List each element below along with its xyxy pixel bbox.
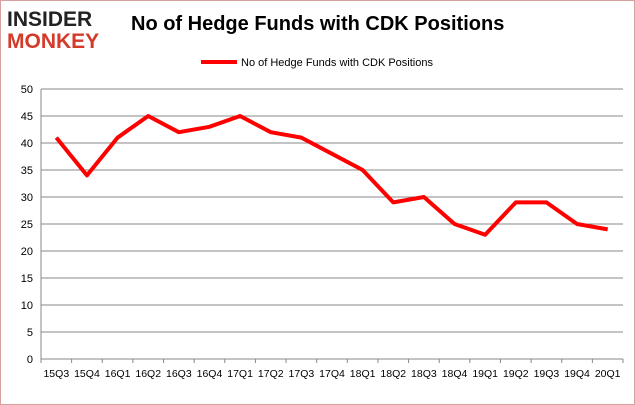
x-tick-label: 18Q1 — [350, 368, 376, 380]
y-tick-label: 30 — [21, 192, 33, 204]
logo-line2: MONKEY — [7, 30, 99, 51]
y-tick-label: 10 — [21, 300, 33, 312]
x-tick-label: 17Q3 — [289, 368, 315, 380]
x-tick-label: 20Q1 — [595, 368, 621, 380]
legend-label: No of Hedge Funds with CDK Positions — [241, 57, 433, 69]
x-tick-label: 19Q2 — [503, 368, 529, 380]
y-tick-label: 35 — [21, 165, 33, 177]
x-tick-label: 17Q4 — [319, 368, 345, 380]
y-tick-label: 40 — [21, 138, 33, 150]
x-tick-label: 18Q2 — [380, 368, 406, 380]
x-tick-label: 16Q4 — [197, 368, 223, 380]
series-line — [54, 114, 609, 237]
x-tick-label: 17Q1 — [227, 368, 253, 380]
x-tick-label: 16Q1 — [105, 368, 131, 380]
x-tick-label: 18Q3 — [411, 368, 437, 380]
x-tick-label: 18Q4 — [442, 368, 468, 380]
y-tick-label: 0 — [27, 354, 33, 366]
y-tick-label: 15 — [21, 273, 33, 285]
logo-line1: INSIDER — [7, 8, 92, 31]
x-tick-label: 19Q4 — [564, 368, 590, 380]
y-tick-label: 20 — [21, 246, 33, 258]
x-tick-label: 19Q3 — [534, 368, 560, 380]
chart-title: No of Hedge Funds with CDK Positions — [131, 13, 505, 35]
x-tick-label: 16Q3 — [166, 368, 192, 380]
y-tick-label: 25 — [21, 219, 33, 231]
x-tick-label: 15Q4 — [74, 368, 100, 380]
y-tick-label: 50 — [21, 84, 33, 96]
insider-monkey-logo: INSIDER MONKEY — [7, 8, 99, 51]
x-tick-label: 16Q2 — [135, 368, 161, 380]
x-tick-label: 19Q1 — [472, 368, 498, 380]
x-tick-label: 15Q3 — [43, 368, 69, 380]
y-tick-label: 5 — [27, 327, 33, 339]
y-tick-label: 45 — [21, 111, 33, 123]
x-tick-label: 17Q2 — [258, 368, 284, 380]
